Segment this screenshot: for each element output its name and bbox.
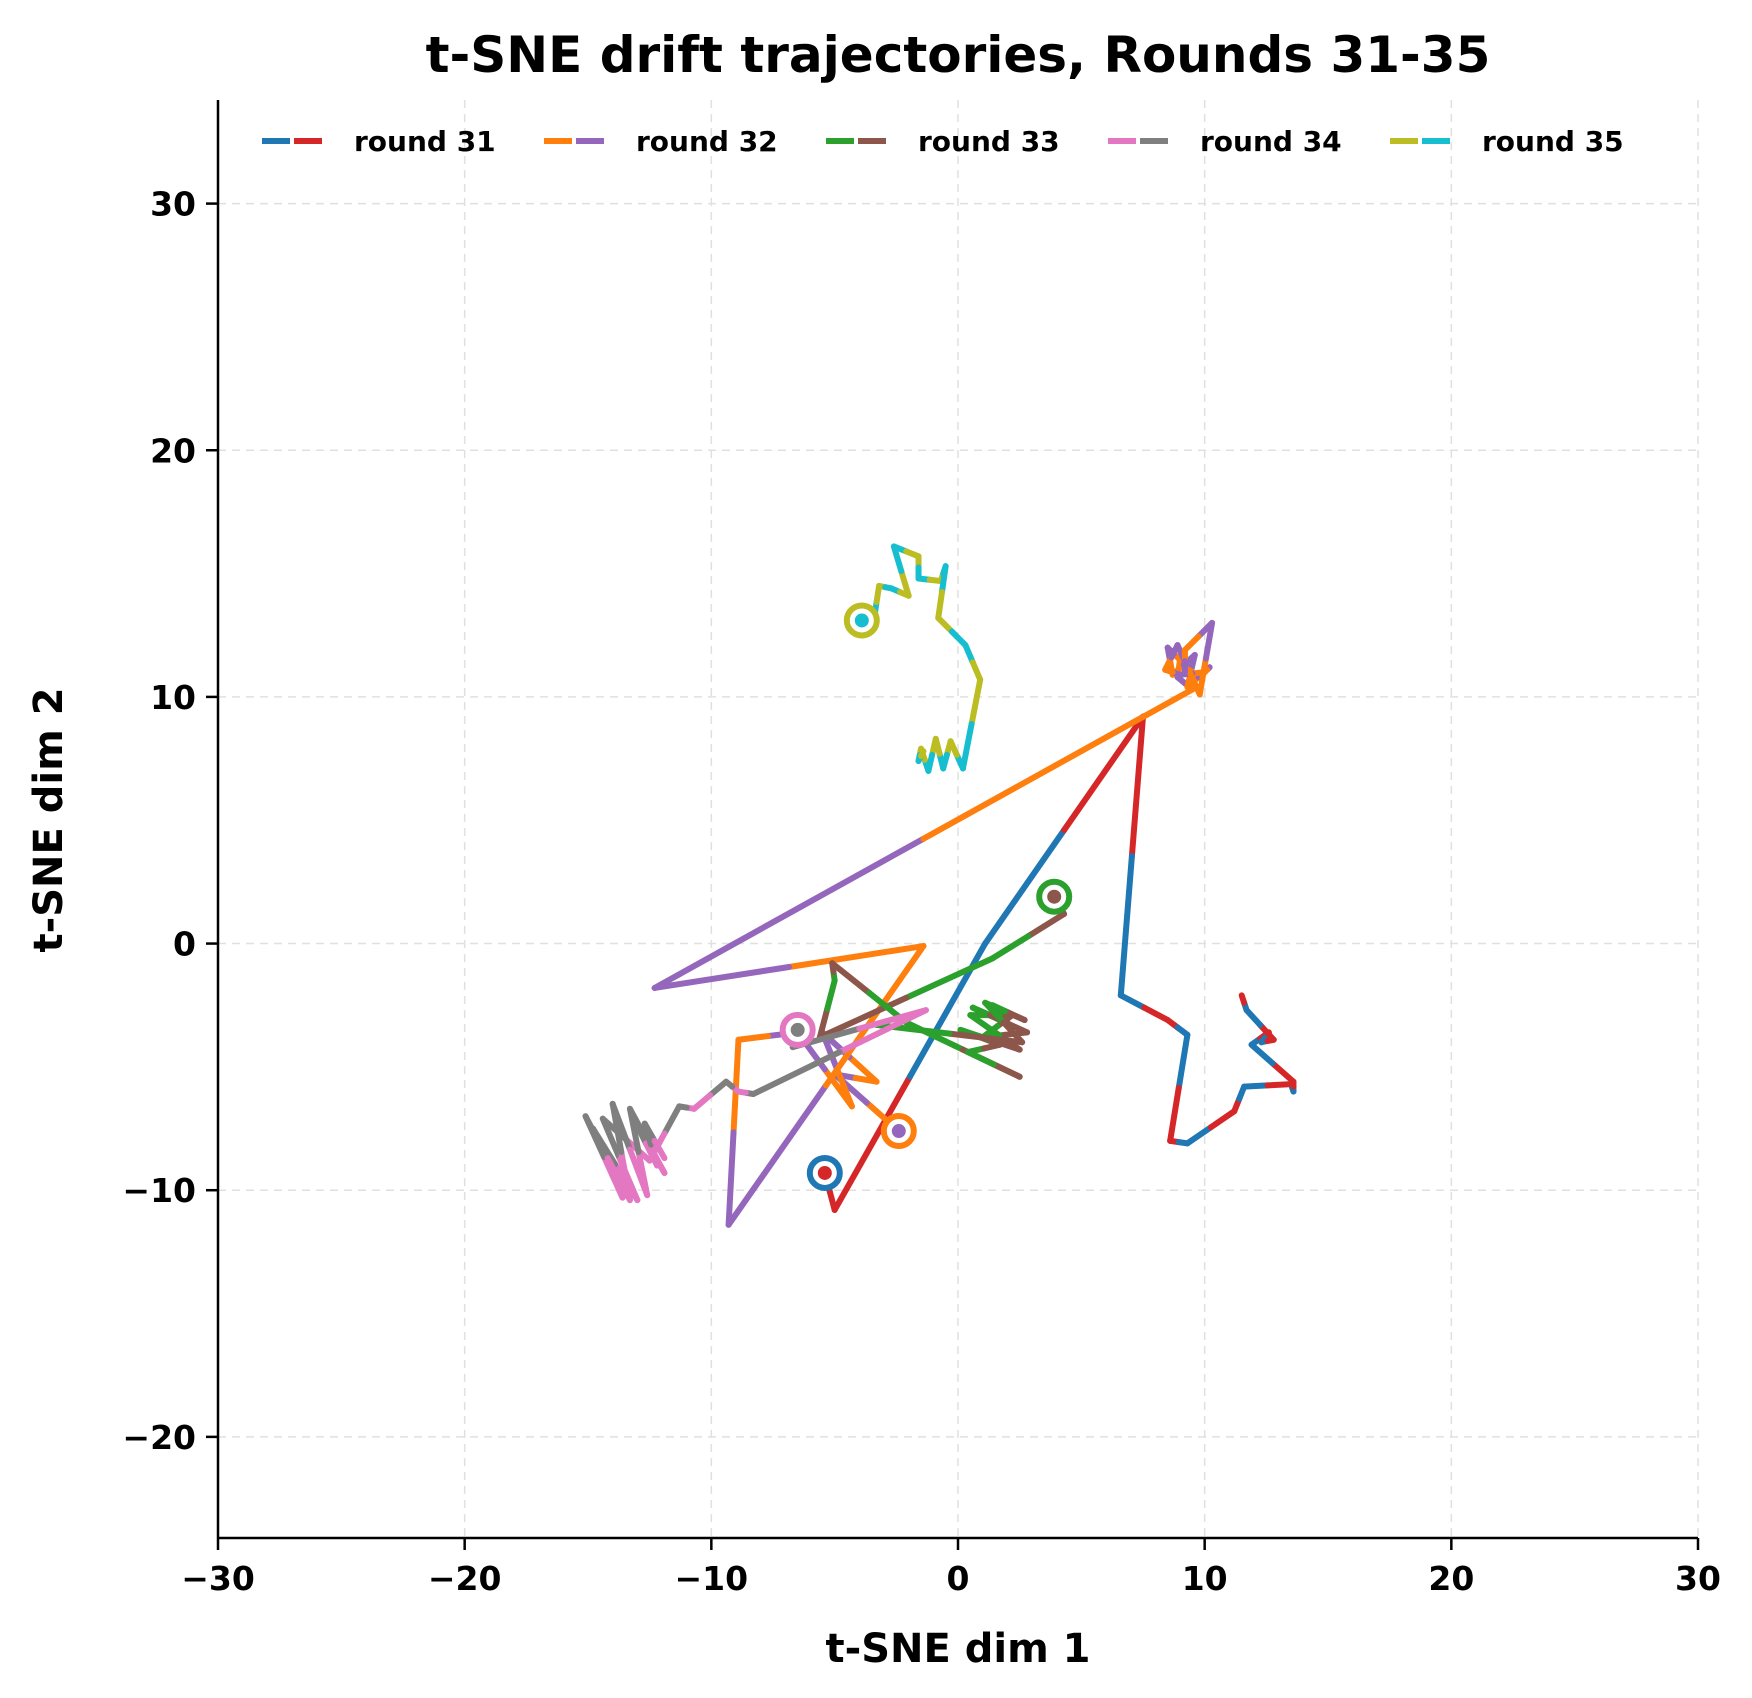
trajectory-round-33 xyxy=(816,878,1073,1080)
x-axis-ticks: −30 −20 −10 0 10 20 30 xyxy=(181,1538,1721,1598)
legend-label: round 34 xyxy=(1200,125,1342,158)
legend-item-round-33: round 33 xyxy=(826,125,1060,158)
legend-item-round-35: round 35 xyxy=(1390,125,1624,158)
y-axis-label: t-SNE dim 2 xyxy=(26,687,72,952)
y-tick-label: −20 xyxy=(122,1418,196,1457)
legend: round 31 round 32 round 33 round 34 round 35 xyxy=(262,125,1624,158)
y-tick-label: 30 xyxy=(150,185,196,224)
x-axis-label: t-SNE dim 1 xyxy=(825,1626,1090,1672)
start-marker-dot xyxy=(790,1022,805,1037)
legend-item-round-31: round 31 xyxy=(262,125,496,158)
gridlines xyxy=(217,100,1699,1538)
legend-label: round 31 xyxy=(354,125,496,158)
x-tick-label: 0 xyxy=(947,1559,970,1598)
trajectory-round-31 xyxy=(806,713,1297,1213)
legend-item-round-34: round 34 xyxy=(1108,125,1342,158)
y-tick-label: −10 xyxy=(122,1171,196,1210)
legend-label: round 33 xyxy=(918,125,1060,158)
y-tick-label: 20 xyxy=(150,431,196,470)
start-marker-dot xyxy=(817,1165,832,1180)
x-tick-label: 20 xyxy=(1428,1559,1474,1598)
start-marker-dot xyxy=(1047,889,1062,904)
legend-item-round-32: round 32 xyxy=(544,125,778,158)
y-tick-label: 10 xyxy=(150,678,196,717)
x-tick-label: −20 xyxy=(428,1559,502,1598)
trajectory-round-32 xyxy=(651,619,1216,1228)
x-tick-label: 10 xyxy=(1182,1559,1228,1598)
legend-label: round 35 xyxy=(1482,125,1624,158)
x-tick-label: −30 xyxy=(181,1559,255,1598)
x-tick-label: −10 xyxy=(675,1559,749,1598)
y-tick-label: 0 xyxy=(173,925,196,964)
trajectories xyxy=(582,543,1297,1228)
start-marker-dot xyxy=(891,1124,906,1139)
x-tick-label: 30 xyxy=(1675,1559,1721,1598)
trajectory-round-35 xyxy=(843,543,984,774)
legend-label: round 32 xyxy=(636,125,778,158)
start-marker-dot xyxy=(854,613,869,628)
y-axis-ticks: −20 −10 0 10 20 30 xyxy=(122,185,218,1457)
chart-title: t-SNE drift trajectories, Rounds 31-35 xyxy=(426,26,1491,84)
trajectory-round-34 xyxy=(582,1007,929,1204)
